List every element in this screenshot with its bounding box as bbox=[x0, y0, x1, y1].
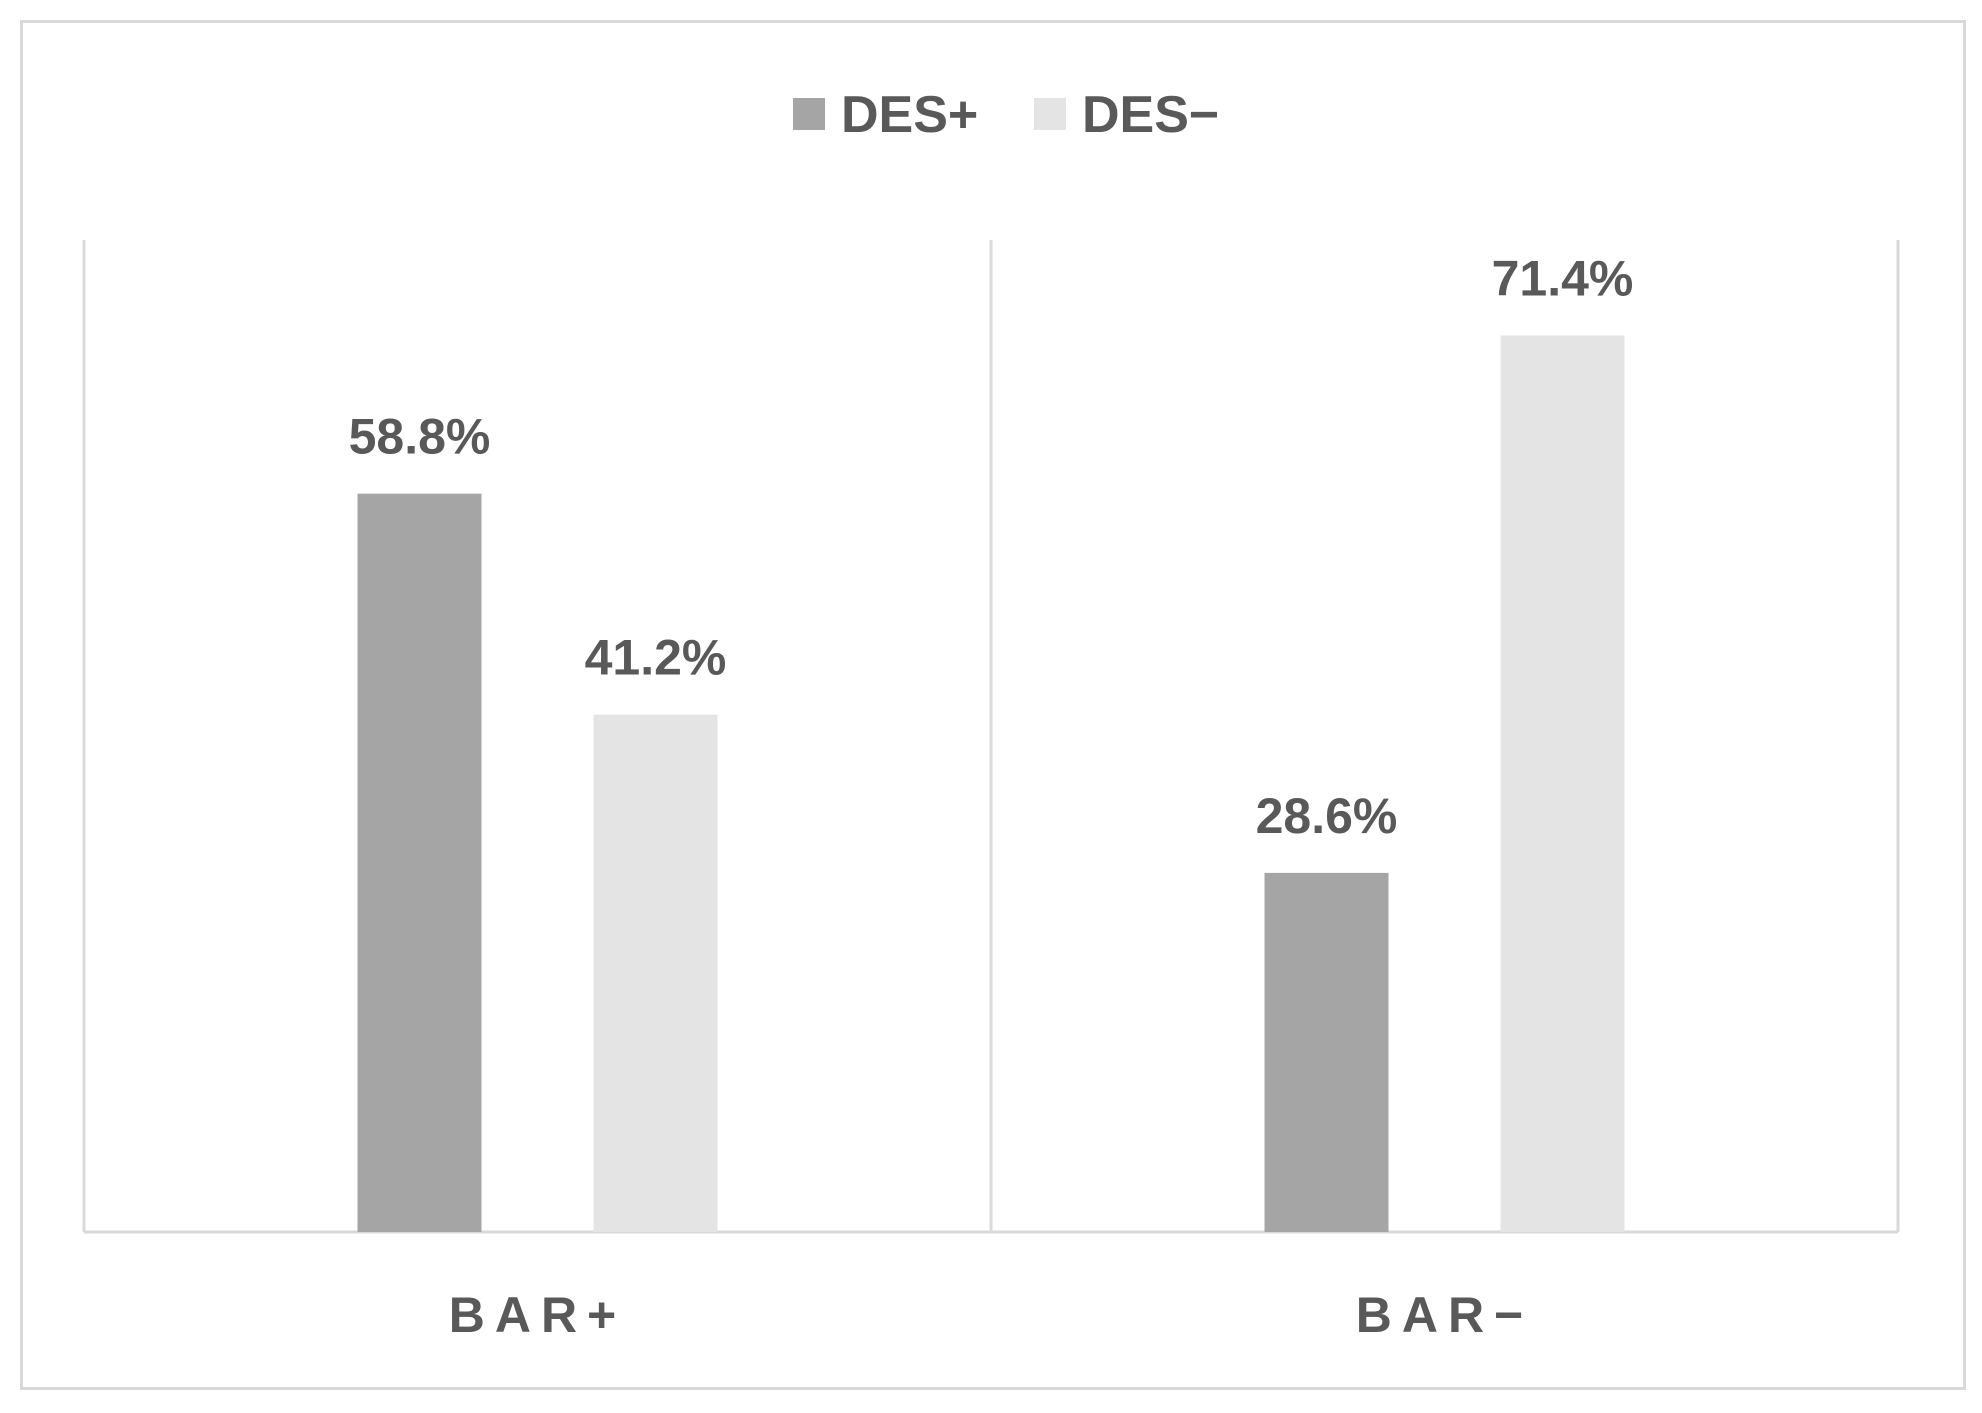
chart-frame bbox=[20, 20, 1966, 1390]
category-label-0: BAR+ bbox=[449, 1287, 627, 1343]
data-label-1-0: 41.2% bbox=[585, 630, 727, 686]
legend: DES+ DES− bbox=[793, 86, 1219, 144]
legend-swatch-0 bbox=[793, 98, 825, 130]
legend-label-1: DES− bbox=[1082, 86, 1219, 144]
category-label-1: BAR− bbox=[1356, 1287, 1534, 1343]
bar-0-0 bbox=[357, 493, 482, 1232]
bars bbox=[357, 335, 1625, 1232]
bar-0-1 bbox=[1264, 872, 1389, 1232]
legend-label-0: DES+ bbox=[841, 86, 978, 144]
category-labels: BAR+ BAR− bbox=[449, 1287, 1534, 1343]
axes bbox=[82, 240, 1900, 1234]
data-labels: 58.8% 41.2% 28.6% 71.4% bbox=[349, 250, 1634, 843]
data-label-0-0: 58.8% bbox=[349, 409, 491, 465]
legend-swatch-1 bbox=[1034, 98, 1066, 130]
data-label-1-1: 71.4% bbox=[1492, 250, 1634, 306]
bar-1-1 bbox=[1500, 335, 1625, 1232]
data-label-0-1: 28.6% bbox=[1256, 788, 1398, 844]
bar-1-0 bbox=[593, 714, 718, 1232]
